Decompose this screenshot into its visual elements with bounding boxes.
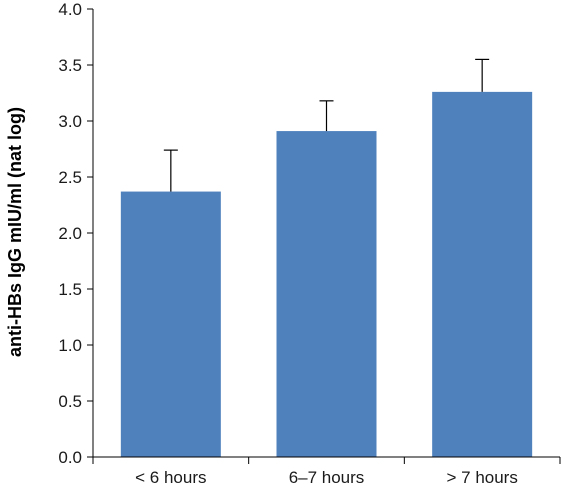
y-tick-label: 1.0 xyxy=(58,336,82,355)
y-tick-label: 0.0 xyxy=(58,448,82,467)
y-ticks-group: 0.0 0.5 1.0 1.5 2.0 2.5 3.0 3.5 4.0 xyxy=(58,0,93,467)
bars-group xyxy=(120,91,533,457)
y-tick-label: 3.5 xyxy=(58,56,82,75)
x-tick-label: > 7 hours xyxy=(446,468,517,483)
y-tick-label: 1.5 xyxy=(58,280,82,299)
bar xyxy=(432,91,533,457)
bar xyxy=(120,191,221,457)
error-bars-group xyxy=(163,58,490,192)
x-tick-label: < 6 hours xyxy=(135,468,206,483)
y-tick-label: 0.5 xyxy=(58,392,82,411)
x-tick-label: 6–7 hours xyxy=(289,468,365,483)
y-axis-title: anti-HBs IgG mIU/ml (nat log) xyxy=(5,107,25,357)
y-tick-label: 2.0 xyxy=(58,224,82,243)
x-categories-group: < 6 hours 6–7 hours > 7 hours xyxy=(135,468,518,483)
y-tick-label: 2.5 xyxy=(58,168,82,187)
y-tick-label: 3.0 xyxy=(58,112,82,131)
y-tick-label: 4.0 xyxy=(58,0,82,19)
bar xyxy=(276,131,377,457)
